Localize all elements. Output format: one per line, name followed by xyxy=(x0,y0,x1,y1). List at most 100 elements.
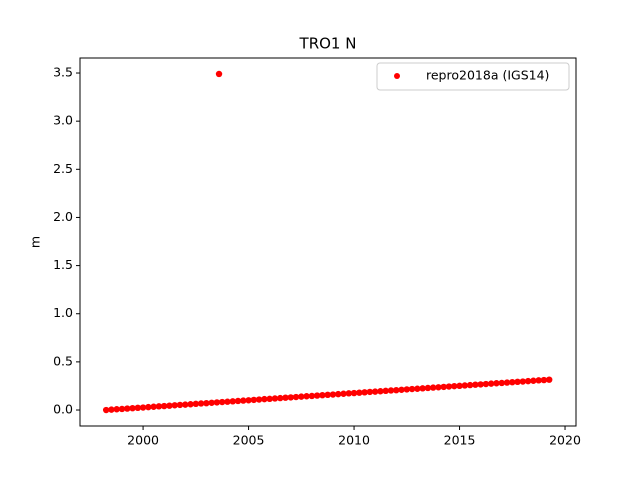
point xyxy=(129,404,136,412)
point xyxy=(503,379,511,386)
point xyxy=(482,380,490,388)
point xyxy=(356,389,363,396)
point xyxy=(340,390,347,397)
point xyxy=(292,393,300,401)
point xyxy=(160,402,168,410)
point xyxy=(113,406,120,413)
x-tick-label: 2015 xyxy=(444,433,476,448)
y-tick-label: 0.5 xyxy=(53,353,73,368)
point xyxy=(387,387,395,394)
point xyxy=(134,404,142,412)
y-tick-label: 0.0 xyxy=(53,402,73,417)
y-axis-label: m xyxy=(28,236,43,248)
point xyxy=(451,382,458,390)
plot-frame xyxy=(79,57,577,427)
point xyxy=(329,391,337,398)
y-tick-label: 3.0 xyxy=(53,113,73,128)
legend-box xyxy=(376,62,570,91)
point xyxy=(150,403,157,410)
point xyxy=(535,377,542,384)
y-tick-label: 1.5 xyxy=(53,257,73,272)
point xyxy=(298,393,305,400)
point xyxy=(408,385,416,393)
point xyxy=(377,388,384,395)
legend-marker xyxy=(394,73,400,79)
point xyxy=(266,395,273,403)
point xyxy=(139,404,147,411)
point xyxy=(366,388,374,396)
point xyxy=(271,395,279,402)
point xyxy=(498,379,505,387)
point xyxy=(435,384,442,391)
point xyxy=(108,406,115,413)
point xyxy=(215,70,223,78)
point xyxy=(124,405,131,412)
point xyxy=(171,402,178,409)
point xyxy=(477,381,484,388)
point xyxy=(403,386,410,393)
point xyxy=(487,380,495,387)
point xyxy=(166,402,173,409)
chart-title: TRO1 N xyxy=(299,35,357,53)
point xyxy=(530,377,537,384)
x-tick-label: 2000 xyxy=(127,433,159,448)
point xyxy=(102,406,110,414)
point xyxy=(361,389,368,396)
point xyxy=(345,390,352,397)
point xyxy=(398,386,405,393)
point xyxy=(466,381,474,389)
point xyxy=(424,384,432,392)
point xyxy=(229,398,236,405)
point xyxy=(192,400,200,408)
y-tick-label: 2.0 xyxy=(53,209,73,224)
point xyxy=(118,405,126,413)
point xyxy=(282,394,289,401)
point xyxy=(319,391,326,399)
point xyxy=(187,401,194,408)
point xyxy=(303,393,310,400)
point xyxy=(277,394,284,402)
point xyxy=(234,397,242,405)
point xyxy=(371,388,379,395)
point xyxy=(324,391,331,399)
point xyxy=(250,396,258,404)
point xyxy=(145,403,152,411)
point xyxy=(456,382,463,390)
point xyxy=(546,376,553,383)
point xyxy=(218,398,226,406)
point xyxy=(176,401,184,409)
legend-label: repro2018a (IGS14) xyxy=(426,68,549,83)
point xyxy=(287,394,294,401)
point xyxy=(224,398,231,405)
point xyxy=(514,378,521,386)
point xyxy=(313,392,321,399)
point xyxy=(261,395,268,403)
point xyxy=(540,376,548,384)
point xyxy=(461,382,469,389)
point xyxy=(155,403,163,410)
point xyxy=(197,400,205,407)
point xyxy=(203,399,210,407)
y-tick-label: 2.5 xyxy=(53,161,73,176)
point xyxy=(255,396,263,403)
point xyxy=(213,399,221,406)
x-tick-label: 2010 xyxy=(338,433,370,448)
point xyxy=(382,387,389,395)
point xyxy=(445,383,453,390)
point xyxy=(208,399,215,406)
point xyxy=(509,378,516,386)
point xyxy=(493,380,500,387)
point xyxy=(240,397,247,404)
point xyxy=(440,383,447,391)
point xyxy=(524,377,532,385)
x-tick-label: 2005 xyxy=(233,433,265,448)
y-tick-label: 3.5 xyxy=(53,65,73,80)
point xyxy=(393,386,400,394)
point xyxy=(429,384,437,391)
point xyxy=(245,397,252,404)
point xyxy=(182,401,189,408)
point xyxy=(419,385,426,392)
point xyxy=(519,378,527,385)
